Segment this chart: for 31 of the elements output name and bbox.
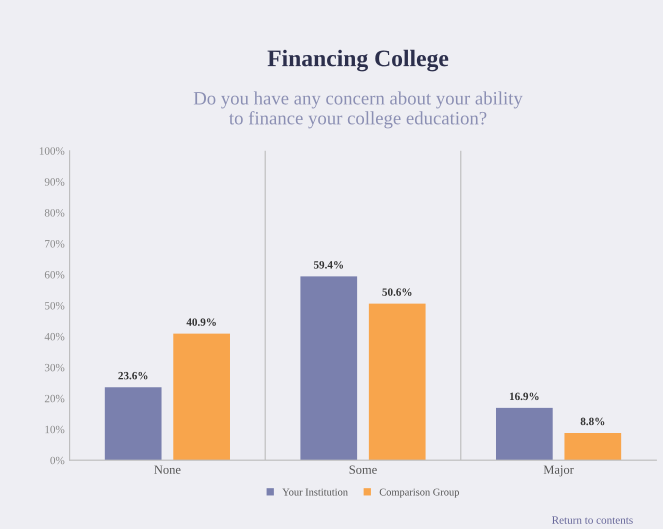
chart-title: Financing College	[268, 50, 448, 72]
data-label: 59.4%	[314, 261, 343, 269]
x-tick-label: None	[154, 466, 181, 474]
y-tick-label: 10%	[45, 426, 64, 434]
bar	[104, 387, 162, 460]
data-label: 16.9%	[510, 392, 539, 400]
bar	[300, 276, 358, 460]
data-label: 40.9%	[186, 318, 216, 326]
data-label: 8.8%	[580, 418, 604, 426]
y-tick-label: 20%	[44, 394, 64, 402]
data-label: 23.6%	[118, 372, 148, 380]
bar	[564, 432, 622, 460]
y-tick-label: 80%	[44, 209, 64, 217]
y-tick-label: 30%	[44, 364, 64, 372]
chart-subtitle: Do you have any concern about your ability to finance your college education?	[194, 91, 523, 128]
y-tick-label: 0%	[50, 456, 64, 464]
bar	[368, 304, 426, 460]
y-tick-label: 90%	[44, 178, 64, 186]
bar	[496, 408, 553, 460]
legend-label: Comparison Group	[380, 488, 459, 498]
text: Return to contents	[552, 516, 633, 524]
legend-label: Your Institution	[282, 488, 348, 496]
y-tick-label: 40%	[44, 332, 64, 340]
y-tick-label: 50%	[45, 302, 64, 310]
x-tick-label: Major	[544, 465, 574, 476]
data-label: 50.6%	[382, 288, 412, 296]
y-tick-label: 100%	[40, 147, 64, 155]
y-tick-label: 60%	[44, 271, 64, 279]
y-tick-label: 70%	[45, 240, 64, 248]
x-tick-label: Some	[350, 465, 377, 474]
bar	[173, 334, 230, 460]
